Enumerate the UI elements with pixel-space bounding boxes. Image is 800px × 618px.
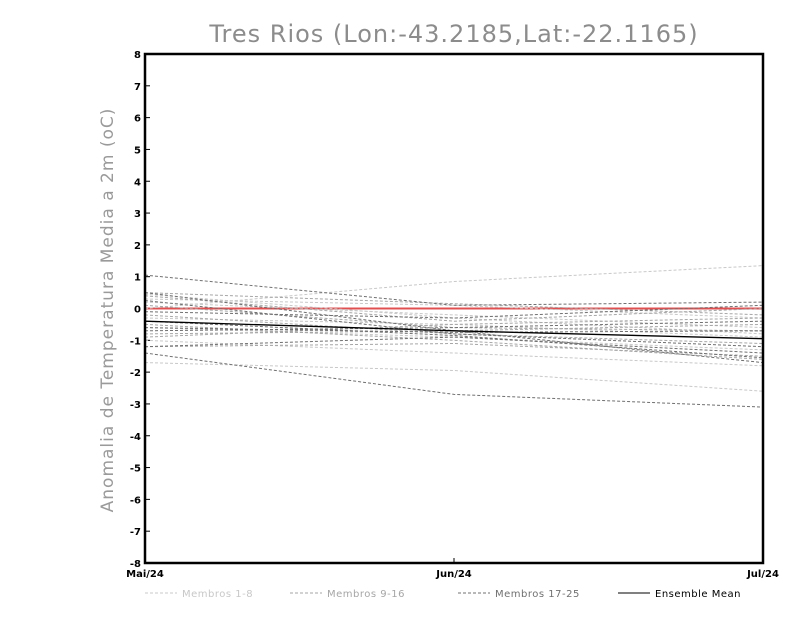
plot-frame	[143, 52, 765, 565]
y-tick-label: -2	[130, 368, 141, 379]
member-line	[144, 292, 764, 316]
member-line	[144, 293, 764, 335]
member-line	[144, 323, 764, 360]
member-line	[144, 320, 764, 359]
y-tick-label: -5	[130, 464, 141, 475]
x-tick-label: Mai/24	[126, 569, 164, 580]
y-tick-label: -1	[130, 336, 141, 347]
x-tick-label: Jul/24	[746, 569, 779, 580]
y-tick-label: 4	[134, 177, 141, 188]
y-tick-label: -6	[130, 495, 141, 506]
legend-label: Membros 17-25	[495, 589, 580, 600]
member-line	[144, 317, 764, 338]
y-tick-label: 7	[134, 82, 141, 93]
y-tick-label: -8	[130, 559, 141, 570]
member-line	[144, 304, 764, 319]
y-tick-label: 8	[134, 50, 141, 61]
y-tick-label: -3	[130, 400, 141, 411]
member-line	[144, 362, 764, 392]
member-line	[144, 339, 764, 367]
y-tick-label: -4	[130, 432, 141, 443]
member-line	[144, 304, 764, 332]
y-axis-ticks: -8 -7 -6 -5 -4 -3 -2 -1 0 1 2 3 4 5 6 7 8	[130, 50, 150, 570]
member-line	[144, 342, 764, 357]
y-tick-label: 5	[134, 145, 141, 156]
member-line	[144, 320, 764, 332]
legend: Membros 1-8 Membros 9-16 Membros 17-25 Ense…	[145, 589, 741, 600]
member-line	[144, 314, 764, 344]
ensemble-mean-line	[144, 320, 764, 340]
y-tick-label: -7	[130, 527, 141, 538]
member-line	[144, 300, 764, 348]
member-line	[144, 265, 764, 309]
y-tick-label: 0	[134, 305, 141, 316]
member-line	[144, 323, 764, 335]
x-tick-label: Jun/24	[435, 569, 472, 580]
chart-title: Tres Rios (Lon:-43.2185,Lat:-22.1165)	[208, 20, 698, 48]
y-tick-label: 3	[134, 209, 141, 220]
member-line	[144, 327, 764, 351]
series-lines	[144, 265, 764, 408]
member-line	[144, 274, 764, 306]
member-line	[144, 336, 764, 354]
legend-label: Membros 1-8	[182, 589, 253, 600]
y-tick-label: 2	[134, 241, 141, 252]
member-line	[144, 298, 764, 319]
legend-label: Ensemble Mean	[655, 589, 741, 600]
x-axis-ticks: Mai/24 Jun/24 Jul/24	[126, 558, 779, 580]
y-tick-label: 1	[134, 273, 141, 284]
member-line	[144, 327, 764, 333]
legend-label: Membros 9-16	[327, 589, 405, 600]
y-axis-label: Anomalia de Temperatura Media a 2m (oC)	[98, 108, 118, 513]
y-tick-label: 6	[134, 114, 141, 125]
member-line	[144, 317, 764, 338]
plot-frame-group	[143, 52, 765, 565]
member-line	[144, 295, 764, 322]
member-line	[144, 352, 764, 408]
